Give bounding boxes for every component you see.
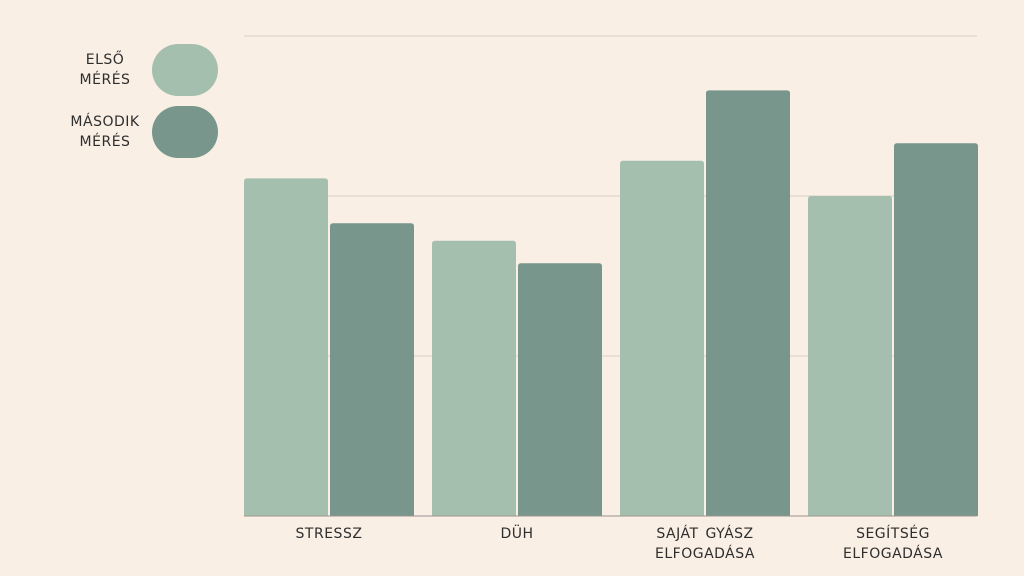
bar: [706, 90, 790, 517]
legend-label: MÁSODIK MÉRÉS: [70, 114, 140, 150]
bar: [432, 240, 516, 517]
bar: [244, 178, 328, 516]
bar: [620, 160, 704, 517]
legend-swatch: [152, 44, 218, 96]
legend-label: ELSŐ MÉRÉS: [79, 52, 131, 88]
bar: [808, 196, 892, 516]
x-tick-label: SAJÁT GYÁSZ ELFOGADÁSA: [655, 526, 755, 562]
x-tick-label: DÜH: [500, 526, 534, 542]
legend-swatch: [152, 106, 218, 158]
bar: [330, 223, 414, 516]
bar: [518, 263, 602, 516]
x-tick-label: SEGÍTSÉG ELFOGADÁSA: [843, 526, 943, 562]
x-tick-label: STRESSZ: [295, 526, 363, 542]
bar: [894, 143, 978, 516]
